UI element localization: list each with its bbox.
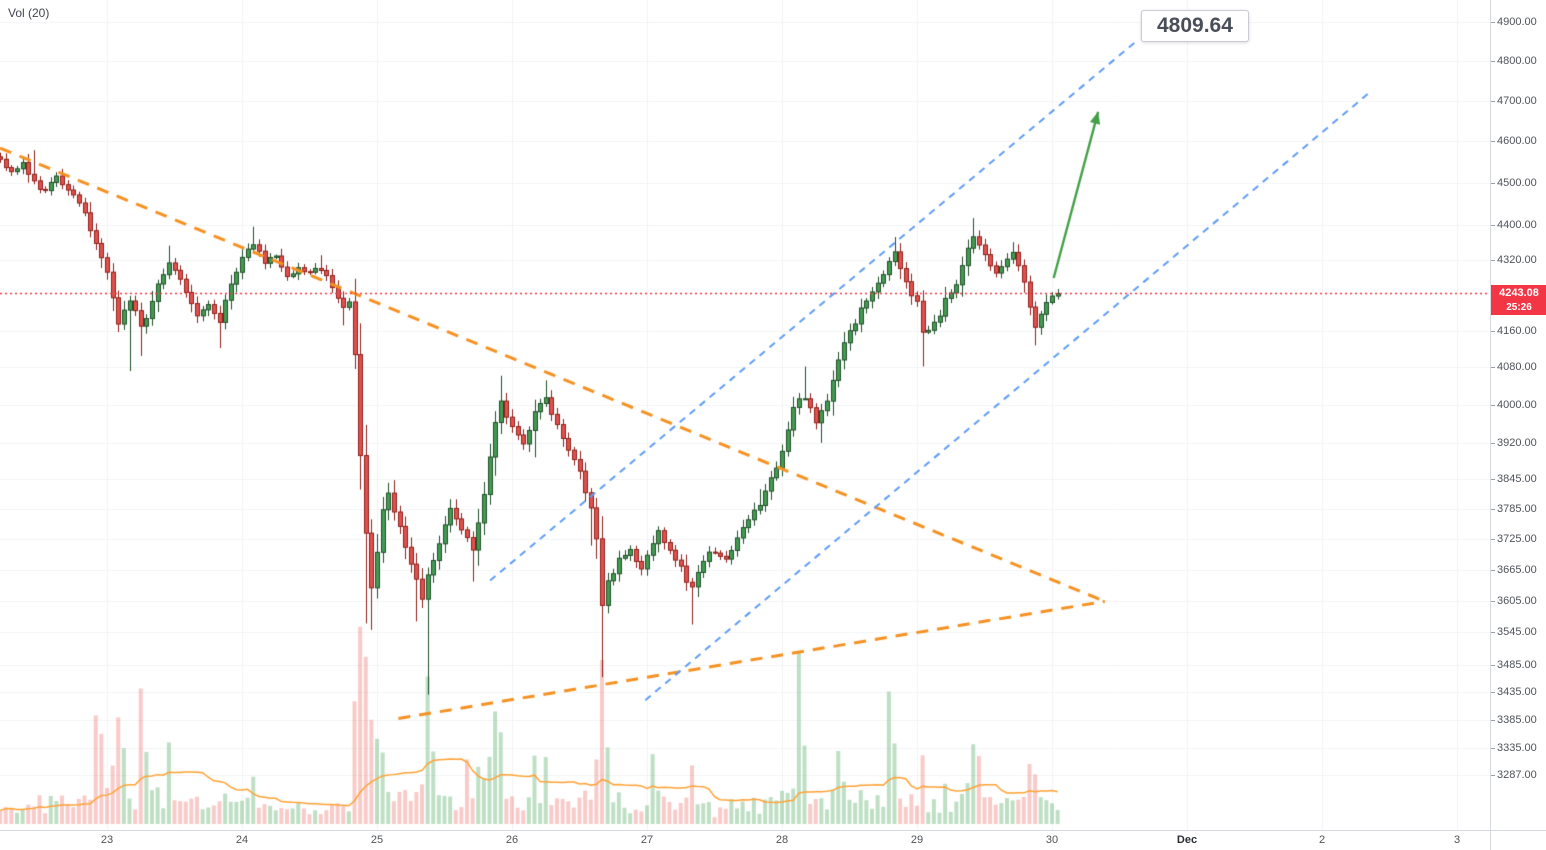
- price-tick-mark: [1491, 405, 1495, 406]
- current-price-value: 4243.08: [1499, 287, 1539, 300]
- price-target-value: 4809.64: [1157, 14, 1233, 37]
- price-tick-label: 4080.00: [1497, 361, 1537, 374]
- price-tick-mark: [1491, 367, 1495, 368]
- price-tick-mark: [1491, 183, 1495, 184]
- countdown-badge: 25:26: [1491, 301, 1546, 316]
- price-tick-label: 3545.00: [1497, 626, 1537, 639]
- price-tick-mark: [1491, 101, 1495, 102]
- price-tick-mark: [1491, 632, 1495, 633]
- price-tick-label: 4160.00: [1497, 324, 1537, 337]
- price-tick-mark: [1491, 692, 1495, 693]
- price-tick-label: 3725.00: [1497, 533, 1537, 546]
- price-tick-label: 3435.00: [1497, 685, 1537, 698]
- price-tick-mark: [1491, 479, 1495, 480]
- time-tick-label: 25: [370, 834, 384, 846]
- price-tick-label: 3665.00: [1497, 563, 1537, 576]
- time-tick-label: 2: [1318, 834, 1326, 846]
- time-tick-label: 24: [235, 834, 249, 846]
- volume-indicator-label[interactable]: Vol (20): [8, 6, 49, 20]
- time-tick-label: 26: [505, 834, 519, 846]
- price-tick-mark: [1491, 61, 1495, 62]
- price-tick-label: 3335.00: [1497, 741, 1537, 754]
- price-tick-label: 3920.00: [1497, 436, 1537, 449]
- time-tick-label: 30: [1045, 834, 1059, 846]
- time-tick-label: 27: [640, 834, 654, 846]
- price-tick-label: 3385.00: [1497, 713, 1537, 726]
- time-tick-label: 23: [100, 834, 114, 846]
- price-tick-mark: [1491, 748, 1495, 749]
- price-tick-label: 3287.00: [1497, 769, 1537, 781]
- price-axis[interactable]: 4243.08 25:26 4900.00 4800.00 4700.00 4600.…: [1490, 0, 1546, 830]
- price-tick-mark: [1491, 509, 1495, 510]
- price-tick-mark: [1491, 225, 1495, 226]
- price-tick-label: 4000.00: [1497, 398, 1537, 411]
- price-tick-label: 3845.00: [1497, 473, 1537, 486]
- price-tick-label: 4320.00: [1497, 253, 1537, 266]
- price-tick-label: 3785.00: [1497, 502, 1537, 515]
- price-tick-label: 3485.00: [1497, 658, 1537, 671]
- price-tick-label: 4800.00: [1497, 54, 1537, 67]
- price-tick-label: 4400.00: [1497, 218, 1537, 231]
- price-tick-mark: [1491, 141, 1495, 142]
- price-tick-label: 3605.00: [1497, 594, 1537, 607]
- time-tick-label: 29: [910, 834, 924, 846]
- volume-indicator-text: Vol (20): [8, 6, 50, 20]
- price-tick-label: 4700.00: [1497, 94, 1537, 107]
- price-tick-mark: [1491, 22, 1495, 23]
- price-tick-mark: [1491, 539, 1495, 540]
- price-tick-label: 4600.00: [1497, 135, 1537, 148]
- price-tick-mark: [1491, 443, 1495, 444]
- countdown-value: 25:26: [1506, 302, 1532, 314]
- price-tick-mark: [1491, 775, 1495, 776]
- price-tick-mark: [1491, 665, 1495, 666]
- axis-corner: [1490, 830, 1546, 850]
- price-tick-mark: [1491, 260, 1495, 261]
- price-tick-mark: [1491, 570, 1495, 571]
- price-tick-label: 4900.00: [1497, 16, 1537, 28]
- time-tick-label: 3: [1453, 834, 1461, 846]
- price-tick-mark: [1491, 720, 1495, 721]
- current-price-badge: 4243.08: [1491, 285, 1546, 302]
- chart-canvas[interactable]: [0, 0, 1490, 830]
- time-axis[interactable]: 23 24 25 26 27 28 29 30 Dec 2 3: [0, 830, 1490, 850]
- price-target-callout[interactable]: 4809.64: [1141, 10, 1249, 42]
- price-tick-mark: [1491, 601, 1495, 602]
- price-tick-mark: [1491, 331, 1495, 332]
- time-tick-label: Dec: [1176, 834, 1198, 846]
- time-tick-label: 28: [775, 834, 789, 846]
- price-tick-label: 4500.00: [1497, 176, 1537, 189]
